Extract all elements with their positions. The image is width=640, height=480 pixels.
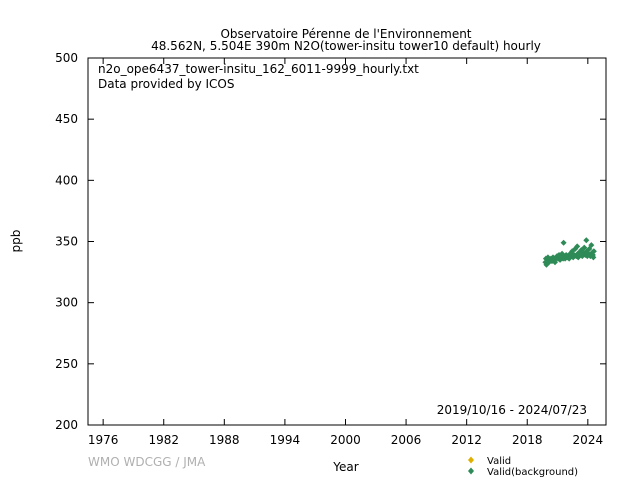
date-range-annotation: 2019/10/16 - 2024/07/23 bbox=[437, 403, 587, 417]
legend-background-marker bbox=[468, 467, 474, 475]
legend-valid-label: Valid bbox=[487, 456, 511, 467]
data-point bbox=[581, 244, 588, 251]
x-tick-label: 2024 bbox=[573, 433, 604, 447]
y-tick-label: 400 bbox=[55, 173, 78, 187]
data-point bbox=[590, 254, 597, 261]
y-tick-label: 250 bbox=[55, 357, 78, 371]
data-point bbox=[590, 248, 597, 255]
filename-annotation: n2o_ope6437_tower-insitu_162_6011-9999_h… bbox=[98, 62, 419, 76]
y-tick-label: 500 bbox=[55, 51, 78, 65]
x-tick-label: 1994 bbox=[270, 433, 301, 447]
x-tick-label: 2018 bbox=[512, 433, 543, 447]
data-point bbox=[583, 237, 590, 244]
chart-title-line1: Observatoire Pérenne de l'Environnement bbox=[220, 27, 471, 41]
x-tick-label: 1982 bbox=[148, 433, 179, 447]
x-tick-label: 2012 bbox=[451, 433, 482, 447]
legend: Valid Valid(background) bbox=[468, 456, 578, 478]
x-axis: 1976 1982 1988 1994 2000 2006 2012 2018 2024 bbox=[88, 58, 603, 447]
y-axis-label: ppb bbox=[9, 230, 23, 253]
y-tick-label: 300 bbox=[55, 296, 78, 310]
credit-text: WMO WDCGG / JMA bbox=[88, 455, 206, 469]
data-point bbox=[560, 239, 567, 246]
y-axis: 200 250 300 350 400 450 500 bbox=[55, 51, 606, 432]
data-points bbox=[542, 237, 597, 268]
plot-frame bbox=[87, 57, 607, 426]
provider-annotation: Data provided by ICOS bbox=[98, 77, 234, 91]
x-tick-label: 1976 bbox=[88, 433, 119, 447]
y-tick-label: 200 bbox=[55, 418, 78, 432]
x-tick-label: 1988 bbox=[209, 433, 240, 447]
x-tick-label: 2006 bbox=[391, 433, 422, 447]
x-axis-label: Year bbox=[332, 460, 358, 474]
legend-valid-marker bbox=[468, 456, 474, 464]
data-point bbox=[588, 242, 595, 249]
legend-background-label: Valid(background) bbox=[487, 467, 578, 478]
data-point bbox=[574, 243, 581, 250]
y-tick-label: 350 bbox=[55, 235, 78, 249]
chart-title-line2: 48.562N, 5.504E 390m N2O(tower-insitu to… bbox=[151, 39, 541, 53]
y-tick-label: 450 bbox=[55, 112, 78, 126]
x-tick-label: 2000 bbox=[330, 433, 361, 447]
